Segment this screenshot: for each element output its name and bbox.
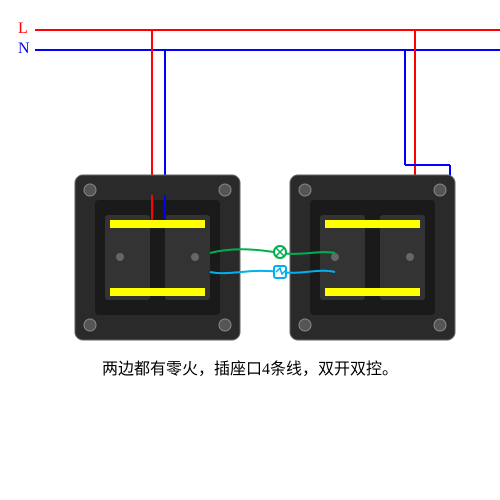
traveler-node-1 [274,246,286,258]
neutral-label: N [18,40,30,58]
live-label: L [18,20,28,38]
diagram-caption: 两边都有零火，插座口4条线，双开双控。 [0,355,500,379]
traveler-node-2 [274,266,286,278]
switch-panel-2 [290,175,455,340]
sw2-terminal-bot [325,288,420,296]
wiring-diagram [0,0,500,500]
sw1-terminal-top [110,220,205,228]
sw1-terminal-bot [110,288,205,296]
switch-panel-1 [75,175,240,340]
sw2-terminal-top [325,220,420,228]
